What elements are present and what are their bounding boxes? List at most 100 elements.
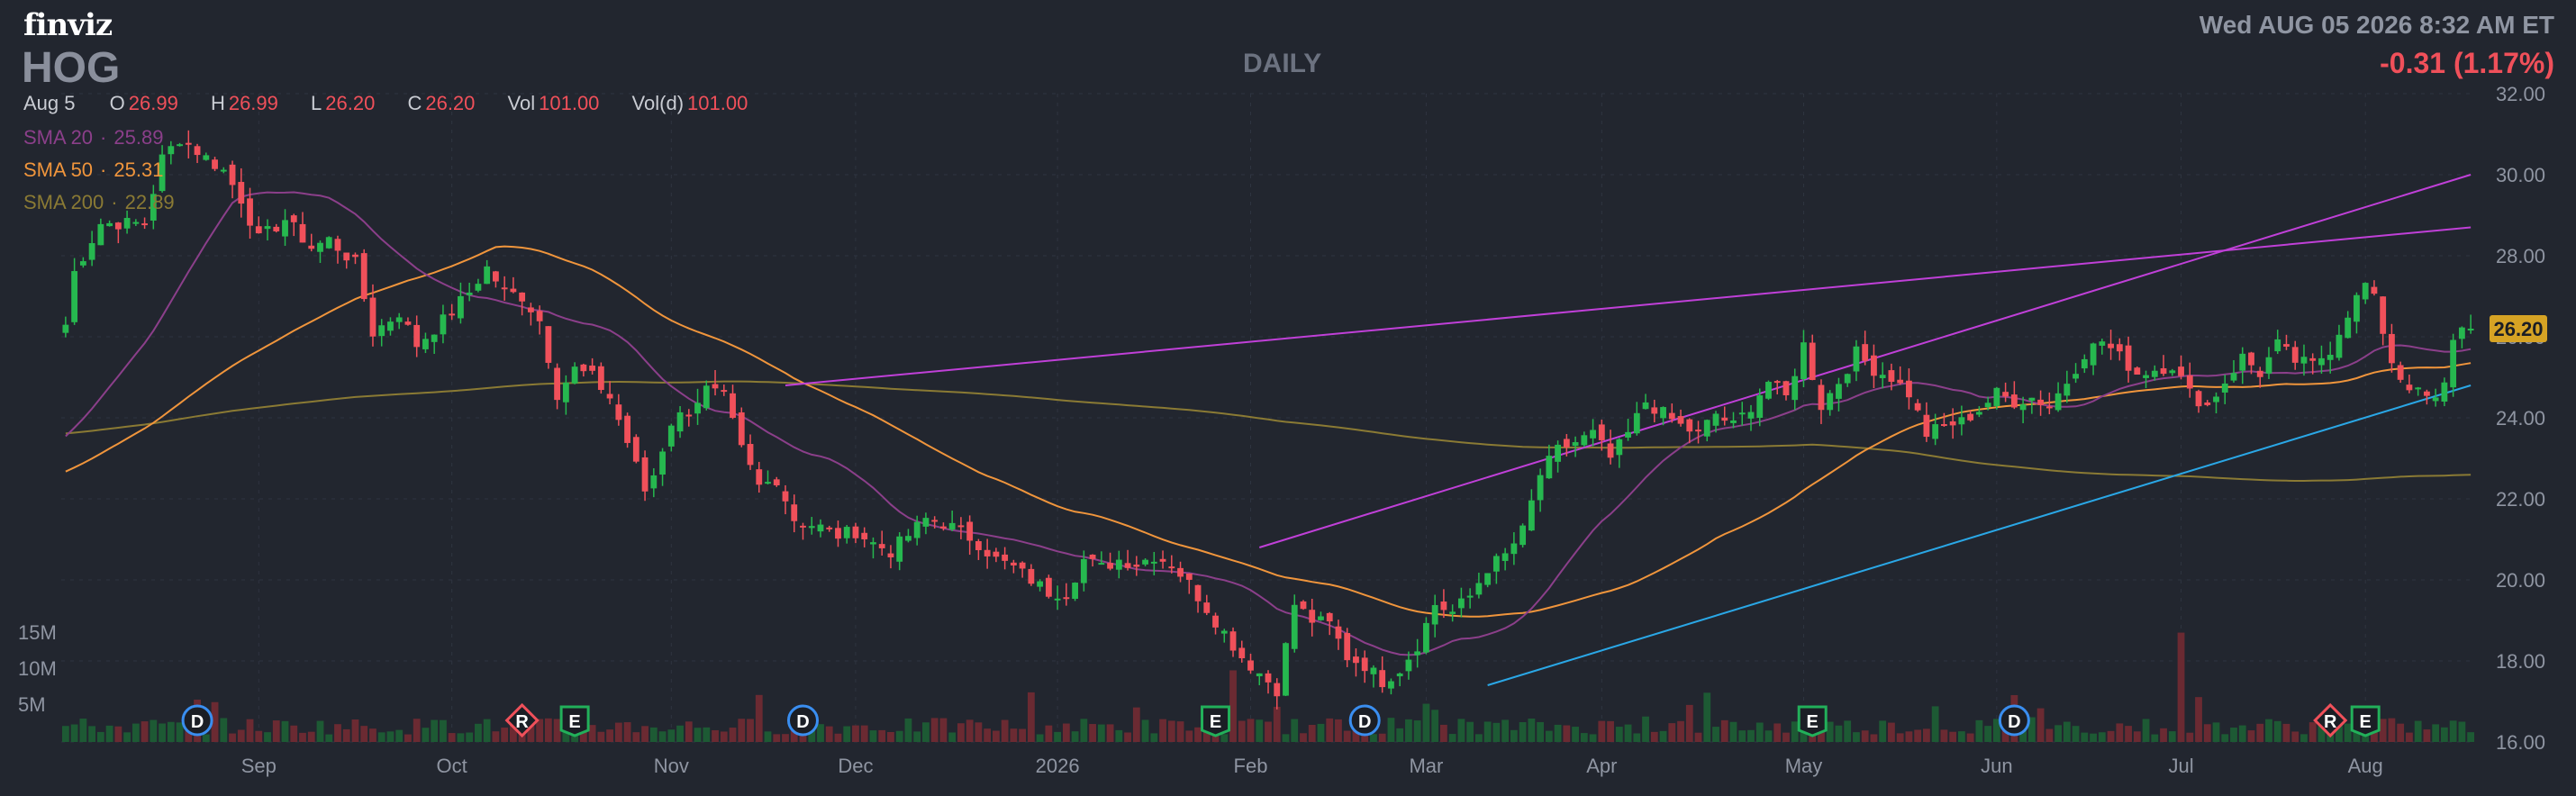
candle: [993, 547, 1000, 563]
candle: [571, 362, 578, 384]
sma200-legend[interactable]: SMA 200 · 22.89: [23, 191, 175, 213]
volume-bar: [483, 719, 491, 742]
candle-body: [1756, 395, 1764, 418]
volume-bar: [685, 721, 693, 742]
candle-body: [449, 313, 456, 316]
event-marker-r[interactable]: R: [2313, 702, 2348, 738]
candle: [1598, 420, 1605, 451]
event-marker-e[interactable]: E: [1797, 705, 1828, 737]
candle: [782, 484, 789, 515]
candle: [2467, 314, 2474, 334]
candle: [1484, 573, 1492, 588]
sma50-legend[interactable]: SMA 50 · 25.31: [23, 158, 164, 181]
candle: [2054, 382, 2062, 412]
candle-body: [835, 528, 841, 539]
candle: [440, 304, 447, 344]
candle-body: [545, 326, 552, 363]
volume-bar: [2160, 728, 2167, 742]
candle: [1633, 402, 1640, 436]
candle-body: [519, 292, 526, 302]
candle: [562, 375, 569, 415]
volume-bar: [1975, 719, 1983, 742]
candle: [703, 380, 710, 411]
candle-body: [1177, 567, 1184, 577]
candle-body: [2327, 355, 2334, 360]
volume-bar: [1474, 734, 1483, 742]
candle: [404, 317, 412, 326]
candle-body: [194, 146, 201, 156]
candle-body: [773, 479, 780, 485]
candle-body: [2397, 365, 2404, 380]
grid: [61, 93, 2475, 743]
candle: [1150, 551, 1157, 575]
candle-body: [1616, 439, 1623, 456]
candle: [484, 259, 491, 285]
candle-body: [703, 385, 710, 409]
candle-body: [1098, 563, 1105, 565]
sma20-legend[interactable]: SMA 20 · 25.89: [23, 126, 164, 149]
candle-body: [2134, 367, 2141, 375]
candle-body: [273, 226, 280, 231]
volume-bar: [1624, 724, 1632, 742]
candle-body: [1642, 402, 1649, 410]
dividend-icon: [786, 704, 819, 737]
candle-body: [1449, 611, 1456, 614]
candle-body: [2300, 357, 2308, 364]
candle: [466, 282, 473, 302]
candle-body: [1967, 413, 1974, 421]
candle-body: [2283, 344, 2290, 347]
candle-body: [527, 307, 534, 312]
finviz-logo[interactable]: finviz: [23, 7, 113, 43]
volume-bar: [1755, 722, 1764, 742]
candle-body: [1844, 374, 1851, 384]
candle-body: [1089, 554, 1096, 559]
volume-bar: [1563, 725, 1571, 742]
candle: [738, 407, 745, 448]
x-tick-label: Nov: [654, 755, 689, 777]
event-marker-d[interactable]: D: [786, 704, 819, 737]
volume-bar: [132, 723, 140, 742]
candle-body: [475, 284, 482, 291]
event-marker-e[interactable]: E: [559, 705, 590, 737]
y-tick-label: 22.00: [2496, 488, 2545, 511]
event-marker-r[interactable]: R: [504, 702, 540, 738]
volume-bar: [1510, 729, 1518, 742]
candle: [1361, 650, 1368, 683]
candle: [1940, 412, 1947, 427]
volume-bar: [1352, 726, 1360, 742]
candle: [650, 468, 658, 498]
event-marker-d[interactable]: D: [1348, 704, 1381, 737]
candle-body: [1940, 424, 1947, 427]
candle: [1897, 366, 1904, 385]
volume-bar: [1220, 734, 1229, 742]
volume-bar: [2230, 728, 2237, 742]
volume-bar: [2388, 718, 2396, 742]
event-marker-e[interactable]: E: [2350, 705, 2381, 737]
y-tick-label: 30.00: [2496, 164, 2545, 186]
volume-bar: [2133, 731, 2141, 742]
event-marker-d[interactable]: D: [181, 704, 213, 737]
candle: [756, 461, 763, 493]
candle-body: [1581, 435, 1588, 446]
volume-bar: [1238, 720, 1246, 742]
event-marker-label: E: [2360, 712, 2372, 732]
candle-body: [571, 366, 578, 384]
candle-body: [1651, 407, 1658, 414]
candle-body: [299, 223, 306, 243]
candle-body: [659, 451, 666, 475]
earnings-icon: [2350, 705, 2381, 737]
candle-body: [123, 218, 131, 229]
event-marker-d[interactable]: D: [1998, 704, 2030, 737]
candle: [1098, 551, 1105, 565]
candle-body: [931, 520, 939, 522]
candle: [1827, 390, 1834, 416]
candle: [791, 494, 798, 533]
event-marker-e[interactable]: E: [1201, 705, 1231, 737]
candle: [1836, 377, 1842, 412]
volume-bar: [1457, 719, 1465, 742]
timeframe-label[interactable]: DAILY: [1243, 49, 1322, 78]
volume-bar: [316, 720, 324, 742]
candle: [299, 212, 306, 243]
volume-bar: [1703, 692, 1711, 742]
